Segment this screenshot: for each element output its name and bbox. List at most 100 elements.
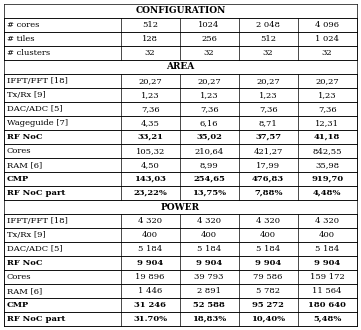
Text: DAC/ADC [5]: DAC/ADC [5] bbox=[7, 245, 62, 253]
Text: 5 184: 5 184 bbox=[138, 245, 162, 253]
Text: # cores: # cores bbox=[7, 21, 39, 29]
Text: 35,02: 35,02 bbox=[196, 133, 222, 141]
Text: 20,27: 20,27 bbox=[315, 77, 339, 85]
Text: 9 904: 9 904 bbox=[137, 259, 163, 267]
Text: 4 320: 4 320 bbox=[197, 217, 221, 225]
Text: CMP: CMP bbox=[7, 301, 29, 309]
Text: 33,21: 33,21 bbox=[137, 133, 163, 141]
Text: 512: 512 bbox=[142, 21, 158, 29]
Text: 5 184: 5 184 bbox=[256, 245, 280, 253]
Text: 5 782: 5 782 bbox=[256, 287, 280, 295]
Text: RAM [6]: RAM [6] bbox=[7, 287, 42, 295]
Text: # tiles: # tiles bbox=[7, 35, 34, 43]
Text: POWER: POWER bbox=[161, 203, 200, 212]
Text: 4,48%: 4,48% bbox=[313, 189, 342, 197]
Text: 1024: 1024 bbox=[199, 21, 220, 29]
Text: 1,23: 1,23 bbox=[259, 91, 278, 99]
Text: 35,98: 35,98 bbox=[315, 161, 339, 169]
Text: CONFIGURATION: CONFIGURATION bbox=[135, 7, 226, 16]
Text: 7,36: 7,36 bbox=[200, 105, 218, 113]
Text: 32: 32 bbox=[322, 49, 332, 57]
Bar bbox=[4, 4, 357, 18]
Text: RF NoC: RF NoC bbox=[7, 259, 43, 267]
Text: AREA: AREA bbox=[166, 62, 195, 72]
Text: 400: 400 bbox=[201, 231, 217, 239]
Text: 1 024: 1 024 bbox=[315, 35, 339, 43]
Text: 5 184: 5 184 bbox=[197, 245, 221, 253]
Text: 400: 400 bbox=[319, 231, 335, 239]
Text: 8,99: 8,99 bbox=[200, 161, 218, 169]
Text: 400: 400 bbox=[142, 231, 158, 239]
Text: Tx/Rx [9]: Tx/Rx [9] bbox=[7, 91, 45, 99]
Text: 17,99: 17,99 bbox=[256, 161, 280, 169]
Text: 9 904: 9 904 bbox=[196, 259, 222, 267]
Text: 52 588: 52 588 bbox=[193, 301, 225, 309]
Text: 254,65: 254,65 bbox=[193, 175, 225, 183]
Text: 4,35: 4,35 bbox=[141, 119, 160, 127]
Text: RF NoC: RF NoC bbox=[7, 133, 43, 141]
Text: 512: 512 bbox=[260, 35, 276, 43]
Text: CMP: CMP bbox=[7, 175, 29, 183]
Text: 23,22%: 23,22% bbox=[133, 189, 167, 197]
Text: 32: 32 bbox=[145, 49, 156, 57]
Text: 159 172: 159 172 bbox=[310, 273, 344, 281]
Text: Cores: Cores bbox=[7, 147, 31, 155]
Text: 32: 32 bbox=[204, 49, 214, 57]
Text: 4 320: 4 320 bbox=[138, 217, 162, 225]
Text: 105,32: 105,32 bbox=[135, 147, 165, 155]
Text: 1,23: 1,23 bbox=[141, 91, 160, 99]
Text: 4 096: 4 096 bbox=[315, 21, 339, 29]
Text: 180 640: 180 640 bbox=[308, 301, 346, 309]
Text: Wageguide [7]: Wageguide [7] bbox=[7, 119, 68, 127]
Text: 842,55: 842,55 bbox=[312, 147, 342, 155]
Text: 20,27: 20,27 bbox=[256, 77, 280, 85]
Text: 128: 128 bbox=[142, 35, 158, 43]
Text: 31.70%: 31.70% bbox=[133, 315, 167, 323]
Text: 13,75%: 13,75% bbox=[192, 189, 226, 197]
Text: 95 272: 95 272 bbox=[252, 301, 284, 309]
Text: RF NoC part: RF NoC part bbox=[7, 189, 65, 197]
Text: 19 896: 19 896 bbox=[135, 273, 165, 281]
Text: 37,57: 37,57 bbox=[255, 133, 281, 141]
Text: 20,27: 20,27 bbox=[138, 77, 162, 85]
Text: 7,88%: 7,88% bbox=[254, 189, 282, 197]
Text: 7,36: 7,36 bbox=[141, 105, 160, 113]
Text: IFFT/FFT [18]: IFFT/FFT [18] bbox=[7, 77, 68, 85]
Text: 9 904: 9 904 bbox=[314, 259, 340, 267]
Text: 2 048: 2 048 bbox=[256, 21, 280, 29]
Text: 1,23: 1,23 bbox=[200, 91, 218, 99]
Text: 41,18: 41,18 bbox=[314, 133, 340, 141]
Text: 32: 32 bbox=[263, 49, 273, 57]
Text: 919,70: 919,70 bbox=[311, 175, 343, 183]
Text: 18,83%: 18,83% bbox=[192, 315, 226, 323]
Text: 9 904: 9 904 bbox=[255, 259, 281, 267]
Text: 79 586: 79 586 bbox=[253, 273, 283, 281]
Bar bbox=[4, 200, 357, 214]
Text: 7,36: 7,36 bbox=[318, 105, 336, 113]
Text: Cores: Cores bbox=[7, 273, 31, 281]
Text: 143,03: 143,03 bbox=[134, 175, 166, 183]
Text: 476,83: 476,83 bbox=[252, 175, 284, 183]
Text: 5,48%: 5,48% bbox=[313, 315, 342, 323]
Text: 256: 256 bbox=[201, 35, 217, 43]
Text: DAC/ADC [5]: DAC/ADC [5] bbox=[7, 105, 62, 113]
Text: 1,23: 1,23 bbox=[318, 91, 336, 99]
Text: 31 246: 31 246 bbox=[134, 301, 166, 309]
Text: 2 891: 2 891 bbox=[197, 287, 221, 295]
Text: 421,27: 421,27 bbox=[253, 147, 283, 155]
Text: 10,40%: 10,40% bbox=[251, 315, 285, 323]
Text: 400: 400 bbox=[260, 231, 276, 239]
Text: RF NoC part: RF NoC part bbox=[7, 315, 65, 323]
Text: 12,31: 12,31 bbox=[315, 119, 339, 127]
Text: RAM [6]: RAM [6] bbox=[7, 161, 42, 169]
Text: 4 320: 4 320 bbox=[315, 217, 339, 225]
Text: 4,50: 4,50 bbox=[141, 161, 160, 169]
Text: Tx/Rx [9]: Tx/Rx [9] bbox=[7, 231, 45, 239]
Text: 210,64: 210,64 bbox=[195, 147, 224, 155]
Text: 7,36: 7,36 bbox=[259, 105, 278, 113]
Text: IFFT/FFT [18]: IFFT/FFT [18] bbox=[7, 217, 68, 225]
Text: 11 564: 11 564 bbox=[312, 287, 342, 295]
Text: # clusters: # clusters bbox=[7, 49, 50, 57]
Text: 5 184: 5 184 bbox=[315, 245, 339, 253]
Text: 4 320: 4 320 bbox=[256, 217, 280, 225]
